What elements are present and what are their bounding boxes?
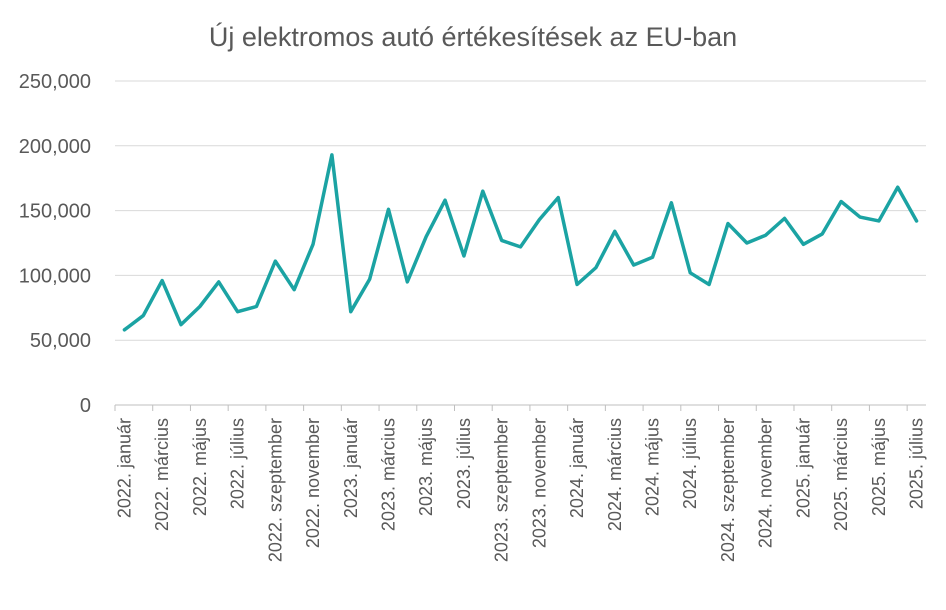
x-tick-label: 2022. január bbox=[114, 418, 134, 518]
x-tick-label: 2023. november bbox=[529, 418, 549, 548]
x-tick-label: 2024. július bbox=[680, 418, 700, 509]
x-axis: 2022. január 2022. március 2022. május 2022… bbox=[114, 404, 927, 562]
x-tick-label: 2024. március bbox=[605, 418, 625, 531]
gridlines bbox=[115, 80, 926, 341]
x-tick-label: 2023. szeptember bbox=[492, 418, 512, 562]
x-tick-label: 2023. július bbox=[454, 418, 474, 509]
y-tick-label: 50,000 bbox=[30, 330, 91, 352]
x-tick-label: 2024. szeptember bbox=[718, 418, 738, 562]
x-tick-label: 2025. május bbox=[869, 418, 889, 516]
y-tick-label: 150,000 bbox=[19, 201, 91, 223]
x-tick-label: 2024. május bbox=[643, 418, 663, 516]
x-tick-label: 2024. november bbox=[756, 418, 776, 548]
x-tick-label: 2024. január bbox=[567, 418, 587, 518]
y-tick-label: 200,000 bbox=[19, 136, 91, 158]
x-tick-label: 2022. szeptember bbox=[265, 418, 285, 562]
x-tick-label: 2025. január bbox=[793, 418, 813, 518]
x-tick-label: 2023. május bbox=[416, 418, 436, 516]
x-tick-label: 2023. január bbox=[341, 418, 361, 518]
series-line bbox=[122, 153, 919, 332]
x-tick-label: 2022. július bbox=[228, 418, 248, 509]
y-axis-ticks: 0 50,000 100,000 150,000 200,000 250,000 bbox=[19, 71, 91, 417]
y-tick-label: 100,000 bbox=[19, 265, 91, 287]
y-tick-label: 250,000 bbox=[19, 71, 91, 93]
series-layer bbox=[122, 153, 919, 332]
x-tick-label: 2025. március bbox=[831, 418, 851, 531]
x-tick-label: 2023. március bbox=[378, 418, 398, 531]
x-tick-label: 2022. május bbox=[190, 418, 210, 516]
x-tick-label: 2025. július bbox=[907, 418, 927, 509]
x-tick-label: 2022. március bbox=[152, 418, 172, 531]
y-tick-label: 0 bbox=[80, 395, 91, 417]
x-tick-label: 2022. november bbox=[303, 418, 323, 548]
chart-title: Új elektromos autó értékesítések az EU-b… bbox=[209, 21, 737, 52]
